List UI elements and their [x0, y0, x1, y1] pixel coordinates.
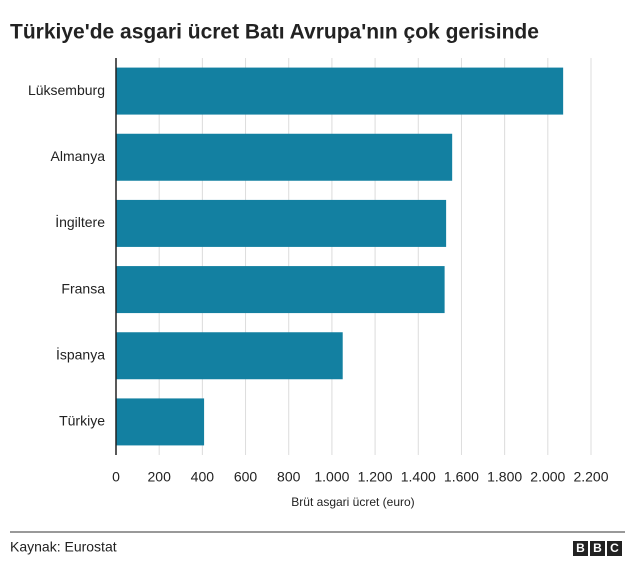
- bar: [116, 398, 205, 446]
- y-tick-label: İspanya: [56, 345, 105, 362]
- y-tick-label: Fransa: [61, 280, 105, 296]
- bar: [116, 332, 343, 380]
- y-tick-label: Lüksemburg: [28, 82, 105, 98]
- bar: [116, 266, 445, 314]
- logo-letter: B: [593, 541, 602, 555]
- source: Kaynak: Eurostat: [10, 539, 117, 555]
- logo-letter: C: [610, 541, 619, 555]
- x-tick-label: 1.000: [314, 469, 349, 485]
- x-tick-label: 200: [148, 469, 172, 485]
- x-tick-label: 400: [191, 469, 215, 485]
- x-tick-label: 600: [234, 469, 258, 485]
- logo-letter: B: [576, 541, 585, 555]
- y-tick-label: Türkiye: [59, 413, 105, 429]
- chart-title: Türkiye'de asgari ücret Batı Avrupa'nın …: [10, 21, 539, 44]
- x-tick-label: 2.200: [573, 469, 608, 485]
- bar: [116, 133, 453, 181]
- logo-box: [590, 541, 605, 556]
- y-tick-label: Almanya: [51, 148, 106, 164]
- x-tick-label: 2.000: [530, 469, 565, 485]
- logo-box: [607, 541, 622, 556]
- bar: [116, 67, 564, 115]
- y-tick-label: İngiltere: [55, 213, 105, 230]
- x-tick-label: 1.200: [358, 469, 393, 485]
- x-tick-label: 1.400: [401, 469, 436, 485]
- x-tick-label: 1.600: [444, 469, 479, 485]
- bar: [116, 199, 447, 247]
- x-tick-label: 800: [277, 469, 301, 485]
- logo-box: [573, 541, 588, 556]
- x-axis-label: Brüt asgari ücret (euro): [291, 495, 414, 509]
- x-tick-label: 1.800: [487, 469, 522, 485]
- x-tick-label: 0: [112, 469, 120, 485]
